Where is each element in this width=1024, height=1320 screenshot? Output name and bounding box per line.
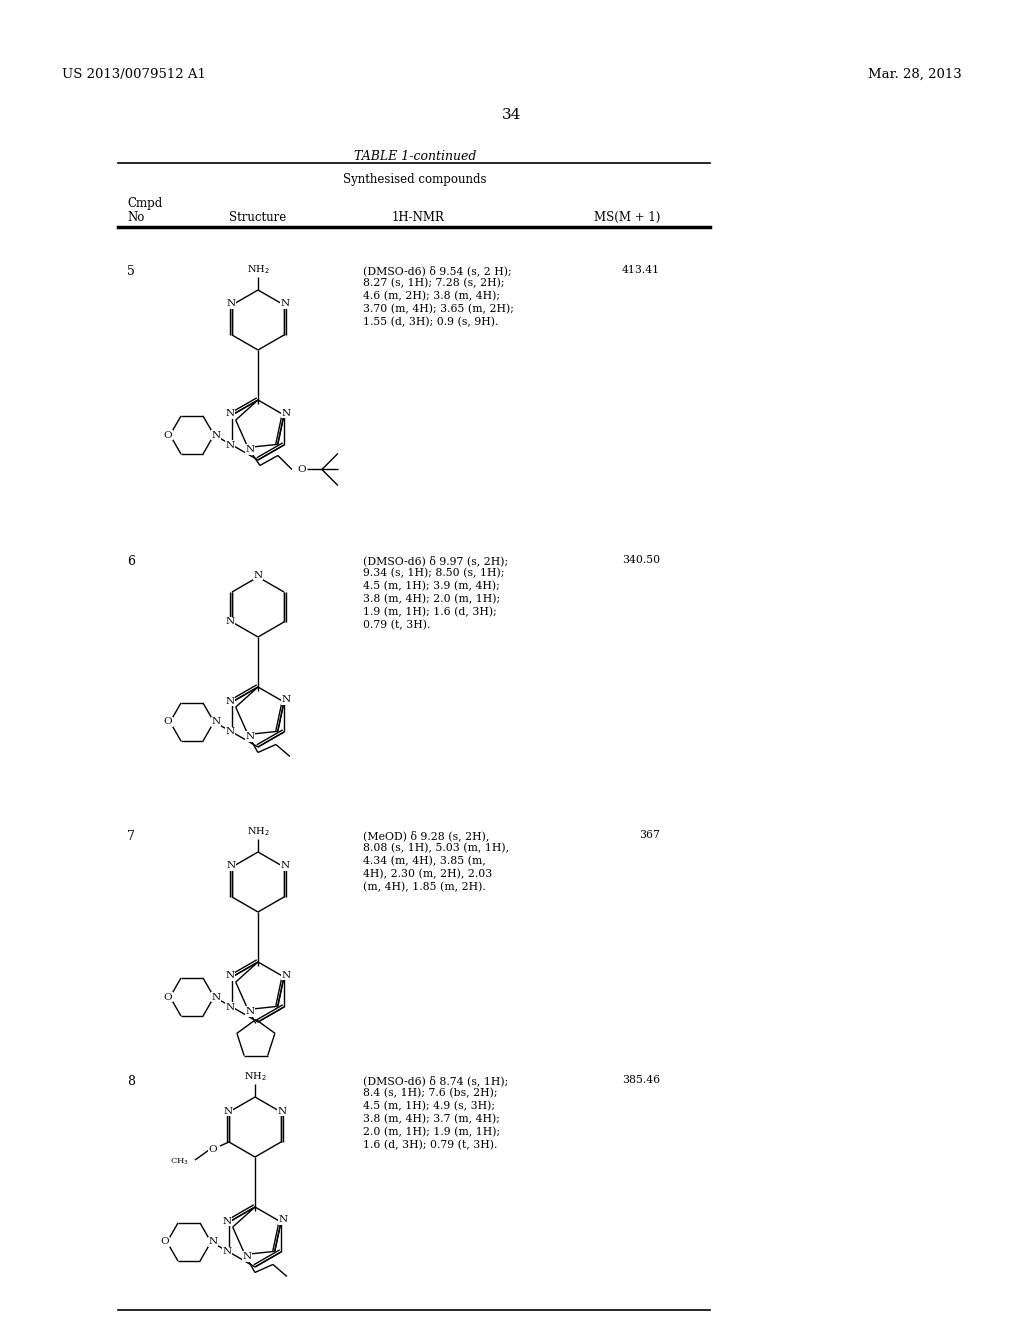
- Text: N: N: [281, 862, 290, 870]
- Text: O: O: [298, 465, 306, 474]
- Text: N: N: [222, 1247, 231, 1257]
- Text: 0.79 (t, 3H).: 0.79 (t, 3H).: [362, 620, 430, 631]
- Text: 3.8 (m, 4H); 3.7 (m, 4H);: 3.8 (m, 4H); 3.7 (m, 4H);: [362, 1114, 500, 1125]
- Text: N: N: [222, 1217, 231, 1225]
- Text: N: N: [279, 1216, 288, 1225]
- Text: 385.46: 385.46: [622, 1074, 660, 1085]
- Text: NH$_2$: NH$_2$: [244, 1071, 266, 1084]
- Text: 3.70 (m, 4H); 3.65 (m, 2H);: 3.70 (m, 4H); 3.65 (m, 2H);: [362, 304, 514, 314]
- Text: N: N: [225, 409, 234, 418]
- Text: 1.55 (d, 3H); 0.9 (s, 9H).: 1.55 (d, 3H); 0.9 (s, 9H).: [362, 317, 499, 327]
- Text: Structure: Structure: [229, 211, 287, 224]
- Text: N: N: [211, 718, 220, 726]
- Text: N: N: [253, 570, 262, 579]
- Text: N: N: [243, 1251, 252, 1261]
- Text: N: N: [282, 696, 291, 705]
- Text: 8.27 (s, 1H); 7.28 (s, 2H);: 8.27 (s, 1H); 7.28 (s, 2H);: [362, 279, 505, 288]
- Text: N: N: [246, 733, 255, 741]
- Text: 1.6 (d, 3H); 0.79 (t, 3H).: 1.6 (d, 3H); 0.79 (t, 3H).: [362, 1140, 498, 1150]
- Text: 9.34 (s, 1H); 8.50 (s, 1H);: 9.34 (s, 1H); 8.50 (s, 1H);: [362, 568, 505, 578]
- Text: N: N: [226, 300, 236, 309]
- Text: (m, 4H), 1.85 (m, 2H).: (m, 4H), 1.85 (m, 2H).: [362, 882, 485, 892]
- Text: N: N: [246, 445, 255, 454]
- Text: N: N: [211, 430, 220, 440]
- Text: 1.9 (m, 1H); 1.6 (d, 3H);: 1.9 (m, 1H); 1.6 (d, 3H);: [362, 607, 497, 618]
- Text: N: N: [282, 970, 291, 979]
- Text: N: N: [246, 1007, 255, 1016]
- Text: 8.4 (s, 1H); 7.6 (bs, 2H);: 8.4 (s, 1H); 7.6 (bs, 2H);: [362, 1088, 498, 1098]
- Text: Synthesised compounds: Synthesised compounds: [343, 173, 486, 186]
- Text: O: O: [164, 718, 172, 726]
- Text: 6: 6: [127, 554, 135, 568]
- Text: N: N: [225, 441, 234, 450]
- Text: N: N: [282, 408, 291, 417]
- Text: O: O: [164, 993, 172, 1002]
- Text: 4.6 (m, 2H); 3.8 (m, 4H);: 4.6 (m, 2H); 3.8 (m, 4H);: [362, 290, 500, 301]
- Text: NH$_2$: NH$_2$: [247, 264, 269, 276]
- Text: Cmpd: Cmpd: [127, 197, 162, 210]
- Text: (DMSO-d6) δ 9.97 (s, 2H);: (DMSO-d6) δ 9.97 (s, 2H);: [362, 554, 508, 566]
- Text: CH$_3$: CH$_3$: [170, 1156, 189, 1167]
- Text: 2.0 (m, 1H); 1.9 (m, 1H);: 2.0 (m, 1H); 1.9 (m, 1H);: [362, 1127, 500, 1138]
- Text: 3.8 (m, 4H); 2.0 (m, 1H);: 3.8 (m, 4H); 2.0 (m, 1H);: [362, 594, 500, 605]
- Text: 4H), 2.30 (m, 2H), 2.03: 4H), 2.30 (m, 2H), 2.03: [362, 869, 493, 879]
- Text: 413.41: 413.41: [622, 265, 660, 275]
- Text: N: N: [225, 618, 234, 627]
- Text: No: No: [127, 211, 144, 224]
- Text: Mar. 28, 2013: Mar. 28, 2013: [868, 69, 962, 81]
- Text: 367: 367: [639, 830, 660, 840]
- Text: N: N: [278, 1106, 287, 1115]
- Text: NH$_2$: NH$_2$: [247, 825, 269, 838]
- Text: N: N: [225, 1002, 234, 1011]
- Text: 34: 34: [503, 108, 521, 121]
- Text: (DMSO-d6) δ 8.74 (s, 1H);: (DMSO-d6) δ 8.74 (s, 1H);: [362, 1074, 508, 1086]
- Text: O: O: [161, 1238, 169, 1246]
- Text: 8: 8: [127, 1074, 135, 1088]
- Text: 7: 7: [127, 830, 135, 843]
- Text: MS(M + 1): MS(M + 1): [594, 211, 660, 224]
- Text: (DMSO-d6) δ 9.54 (s, 2 H);: (DMSO-d6) δ 9.54 (s, 2 H);: [362, 265, 512, 276]
- Text: 1H-NMR: 1H-NMR: [391, 211, 444, 224]
- Text: 340.50: 340.50: [622, 554, 660, 565]
- Text: N: N: [226, 862, 236, 870]
- Text: 4.5 (m, 1H); 3.9 (m, 4H);: 4.5 (m, 1H); 3.9 (m, 4H);: [362, 581, 500, 591]
- Text: N: N: [209, 1238, 217, 1246]
- Text: N: N: [223, 1106, 232, 1115]
- Text: 4.5 (m, 1H); 4.9 (s, 3H);: 4.5 (m, 1H); 4.9 (s, 3H);: [362, 1101, 495, 1111]
- Text: O: O: [209, 1146, 217, 1155]
- Text: N: N: [225, 697, 234, 705]
- Text: O: O: [164, 430, 172, 440]
- Text: N: N: [211, 993, 220, 1002]
- Text: 4.34 (m, 4H), 3.85 (m,: 4.34 (m, 4H), 3.85 (m,: [362, 855, 485, 866]
- Text: TABLE 1-continued: TABLE 1-continued: [354, 150, 476, 162]
- Text: 5: 5: [127, 265, 135, 279]
- Text: (MeOD) δ 9.28 (s, 2H),: (MeOD) δ 9.28 (s, 2H),: [362, 830, 489, 841]
- Text: N: N: [225, 727, 234, 737]
- Text: US 2013/0079512 A1: US 2013/0079512 A1: [62, 69, 206, 81]
- Text: 8.08 (s, 1H), 5.03 (m, 1H),: 8.08 (s, 1H), 5.03 (m, 1H),: [362, 843, 509, 853]
- Text: N: N: [281, 300, 290, 309]
- Text: N: N: [225, 972, 234, 981]
